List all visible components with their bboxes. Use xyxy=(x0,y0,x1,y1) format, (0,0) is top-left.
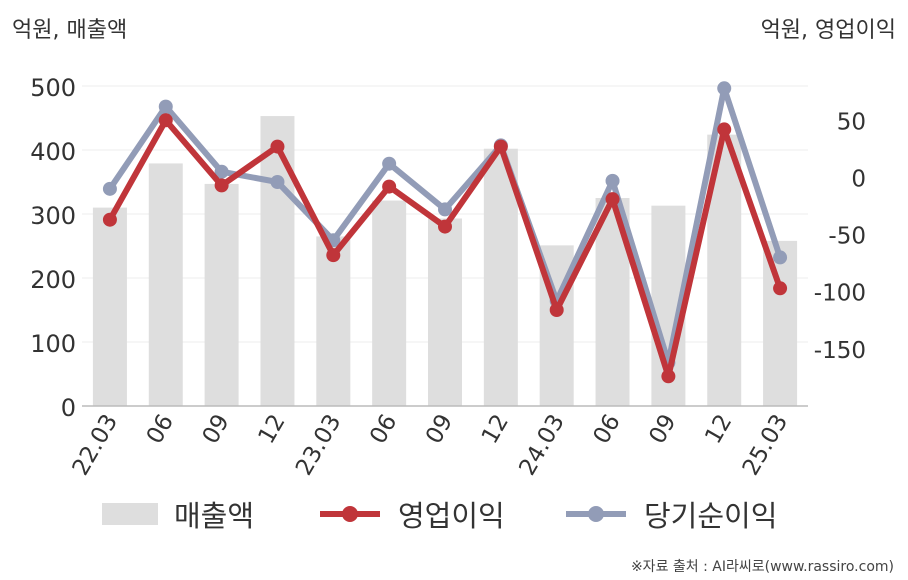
bar-revenue-5 xyxy=(372,200,407,406)
bar-revenue-4 xyxy=(316,236,351,406)
x-tick-label-3: 12 xyxy=(254,410,291,448)
point-operating-profit-8 xyxy=(549,303,564,317)
point-operating-profit-5 xyxy=(382,179,397,194)
point-net-income-11 xyxy=(717,81,732,96)
point-net-income-2 xyxy=(214,164,229,179)
legend-label-operating-profit: 영업이익 xyxy=(398,499,505,533)
legend-label-net-income: 당기순이익 xyxy=(644,499,778,533)
x-tick-label-9: 06 xyxy=(589,410,626,448)
right-axis-unit: 억원, 영업이익 xyxy=(760,18,896,43)
right-tick-label-1: 0 xyxy=(851,166,866,192)
legend-swatch-net-income xyxy=(566,506,626,522)
source-note: ※자료 출처 : AI라씨로(www.rassiro.com) xyxy=(630,559,894,575)
x-tick-label-10: 09 xyxy=(644,410,681,448)
legend: 매출액 영업이익 당기순이익 xyxy=(0,492,908,536)
x-tick-label-12: 25.03 xyxy=(738,410,793,480)
point-net-income-1 xyxy=(158,99,173,114)
x-tick-label-11: 12 xyxy=(700,410,737,448)
bar-revenue-12 xyxy=(763,240,798,406)
left-tick-label-1: 100 xyxy=(30,330,76,358)
left-tick-label-4: 400 xyxy=(30,138,76,166)
point-operating-profit-12 xyxy=(773,281,788,296)
x-tick-label-8: 24.03 xyxy=(514,410,569,480)
point-net-income-9 xyxy=(605,173,620,188)
point-net-income-5 xyxy=(382,156,397,171)
right-tick-label-4: -150 xyxy=(814,338,866,364)
bar-revenue-0 xyxy=(92,207,127,406)
point-net-income-12 xyxy=(773,250,788,265)
point-operating-profit-10 xyxy=(661,369,676,384)
right-tick-label-3: -100 xyxy=(814,281,866,307)
legend-swatch-operating-profit xyxy=(320,506,380,522)
point-operating-profit-1 xyxy=(158,113,173,128)
legend-item-revenue: 매출액 xyxy=(102,492,254,536)
point-operating-profit-3 xyxy=(270,139,285,154)
point-operating-profit-2 xyxy=(214,178,229,193)
left-tick-label-0: 0 xyxy=(61,394,76,422)
bar-revenue-3 xyxy=(260,116,295,406)
bar-revenue-2 xyxy=(204,183,239,406)
point-net-income-0 xyxy=(102,181,117,196)
x-tick-label-5: 06 xyxy=(365,410,402,448)
bar-revenue-6 xyxy=(428,218,462,406)
left-tick-label-2: 200 xyxy=(30,266,76,294)
x-tick-label-2: 09 xyxy=(198,410,235,448)
x-tick-label-1: 06 xyxy=(142,410,179,448)
legend-swatch-revenue xyxy=(102,503,158,525)
point-operating-profit-9 xyxy=(605,192,620,207)
right-tick-label-0: 50 xyxy=(837,109,866,135)
legend-label-revenue: 매출액 xyxy=(174,499,255,533)
bar-revenue-7 xyxy=(483,148,518,406)
x-tick-label-6: 09 xyxy=(421,410,458,448)
left-tick-label-3: 300 xyxy=(30,202,76,230)
legend-item-net-income: 당기순이익 xyxy=(564,492,777,536)
point-net-income-6 xyxy=(438,202,452,217)
legend-item-operating-profit: 영업이익 xyxy=(318,492,505,536)
point-operating-profit-0 xyxy=(102,212,117,227)
point-net-income-3 xyxy=(270,175,285,189)
point-operating-profit-7 xyxy=(493,139,508,154)
point-operating-profit-6 xyxy=(438,219,452,234)
bar-revenue-1 xyxy=(148,163,183,406)
left-axis-unit: 억원, 매출액 xyxy=(12,18,128,43)
x-tick-label-4: 23.03 xyxy=(291,410,346,480)
point-operating-profit-4 xyxy=(326,248,341,263)
right-tick-label-2: -50 xyxy=(828,224,866,250)
left-tick-label-5: 500 xyxy=(30,74,76,102)
point-operating-profit-11 xyxy=(717,122,732,137)
x-tick-label-7: 12 xyxy=(477,410,514,448)
